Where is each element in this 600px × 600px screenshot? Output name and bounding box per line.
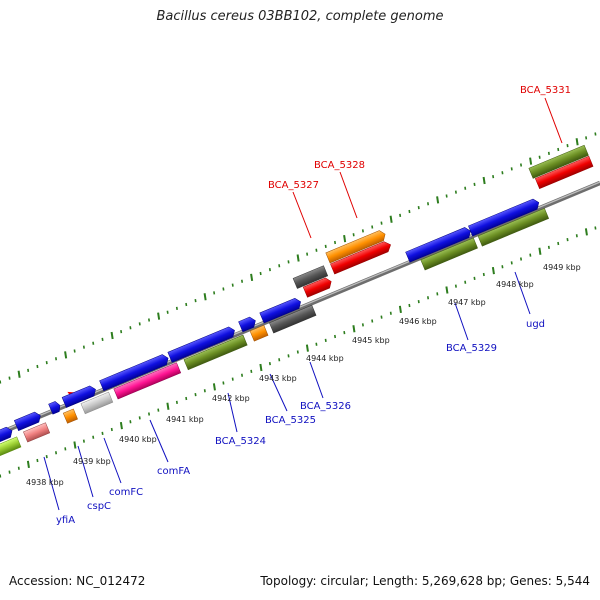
- scale-label: 4944 kbp: [306, 354, 344, 363]
- gene-label-cspc[interactable]: cspC: [87, 501, 111, 512]
- scale-label: 4939 kbp: [73, 457, 111, 466]
- gene-bca-5329[interactable]: [420, 237, 478, 271]
- gene-label-comfa[interactable]: comFA: [157, 466, 190, 477]
- scale-tick: [119, 421, 123, 430]
- scale-tick: [157, 312, 161, 320]
- gene-bca-5324[interactable]: [183, 334, 248, 371]
- scale-label: 4941 kbp: [166, 415, 204, 424]
- genome-summary: Topology: circular; Length: 5,269,628 bp…: [260, 574, 590, 588]
- scale-tick: [64, 351, 68, 359]
- gene-blue-9[interactable]: [468, 197, 541, 237]
- label-leaders: [43, 97, 563, 511]
- accession-text: Accession: NC_012472: [9, 574, 146, 588]
- gene-blue-6[interactable]: [238, 316, 258, 333]
- scale-label: 4947 kbp: [448, 298, 486, 307]
- scale-tick: [110, 331, 114, 340]
- gene-pink-small[interactable]: [23, 422, 51, 443]
- gene-blue-3[interactable]: [61, 384, 98, 408]
- scale-tick: [491, 266, 495, 275]
- scale-tick: [305, 344, 309, 352]
- gene-label-bca-5331[interactable]: BCA_5331: [520, 85, 571, 96]
- gene-label-yfia[interactable]: yfiA: [56, 515, 75, 526]
- gene-blue-1[interactable]: [0, 426, 14, 443]
- scale-tick: [343, 234, 347, 243]
- scale-tick: [203, 293, 207, 301]
- gene-blue-7[interactable]: [259, 297, 303, 324]
- gene-cspc[interactable]: [62, 408, 78, 424]
- scale-label: 4949 kbp: [543, 263, 581, 272]
- scale-tick: [26, 460, 30, 469]
- gene-bca-5331[interactable]: [528, 144, 589, 179]
- gene-label-bca-5324[interactable]: BCA_5324: [215, 436, 266, 447]
- gene-label-bca-5325[interactable]: BCA_5325: [265, 415, 316, 426]
- map-title: Bacillus cereus 03BB102, complete genome: [156, 9, 444, 24]
- scale-label: 4946 kbp: [399, 317, 437, 326]
- scale-tick: [538, 247, 542, 255]
- gene-labels-above: BCA_5327 BCA_5328 BCA_5331: [268, 85, 571, 191]
- scale-label: 4938 kbp: [26, 478, 64, 487]
- gene-bca-5331-red[interactable]: [534, 155, 594, 190]
- scale-tick: [73, 441, 77, 449]
- scale-tick: [445, 286, 449, 294]
- gene-bca-5328[interactable]: [325, 229, 387, 264]
- scale-label: 4945 kbp: [352, 336, 390, 345]
- gene-comfc[interactable]: [80, 391, 114, 415]
- gene-label-bca-5329[interactable]: BCA_5329: [446, 343, 497, 354]
- gene-label-ugd[interactable]: ugd: [526, 319, 545, 330]
- gene-labels-below: yfiA cspC comFC comFA BCA_5324 BCA_5325 …: [56, 319, 545, 526]
- gene-yfia[interactable]: [13, 411, 42, 432]
- scale-tick: [482, 176, 486, 185]
- gene-blue-5[interactable]: [167, 325, 237, 363]
- scale-label: 4940 kbp: [119, 435, 157, 444]
- gene-label-bca-5327[interactable]: BCA_5327: [268, 180, 319, 191]
- gene-bca-5325[interactable]: [249, 324, 269, 342]
- gene-lime[interactable]: [0, 436, 22, 457]
- tick-row-below: [0, 226, 597, 478]
- gene-blue-4[interactable]: [99, 353, 171, 392]
- scale-tick: [166, 402, 170, 410]
- gene-bca-5326[interactable]: [269, 304, 317, 334]
- gene-label-comfc[interactable]: comFC: [109, 487, 143, 498]
- gene-bca-5327[interactable]: [292, 265, 329, 289]
- scale-tick: [575, 138, 579, 146]
- scale-tick: [529, 157, 533, 165]
- scale-tick: [259, 363, 263, 372]
- gene-ugd[interactable]: [477, 207, 550, 247]
- scale-tick: [296, 254, 300, 262]
- scale-tick: [212, 383, 216, 391]
- gene-blue-small[interactable]: [48, 400, 62, 415]
- scale-tick: [17, 370, 21, 378]
- scale-tick: [250, 273, 254, 282]
- gene-label-bca-5328[interactable]: BCA_5328: [314, 160, 365, 171]
- scale-label: 4942 kbp: [212, 394, 250, 403]
- tick-row-above: [0, 132, 597, 384]
- scale-tick: [352, 325, 356, 333]
- gene-bca-5328-red[interactable]: [330, 240, 392, 275]
- scale-tick: [436, 196, 440, 204]
- scale-labels: 4938 kbp 4939 kbp 4940 kbp 4941 kbp 4942…: [26, 263, 581, 487]
- scale-tick: [584, 228, 588, 236]
- gene-bca-5327-red[interactable]: [302, 276, 333, 298]
- gene-label-bca-5326[interactable]: BCA_5326: [300, 401, 351, 412]
- scale-tick: [398, 305, 402, 314]
- scale-label: 4948 kbp: [496, 280, 534, 289]
- gene-comfa[interactable]: [113, 362, 182, 400]
- scale-label: 4943 kbp: [259, 374, 297, 383]
- gene-blue-8[interactable]: [405, 226, 473, 263]
- scale-tick: [389, 215, 393, 223]
